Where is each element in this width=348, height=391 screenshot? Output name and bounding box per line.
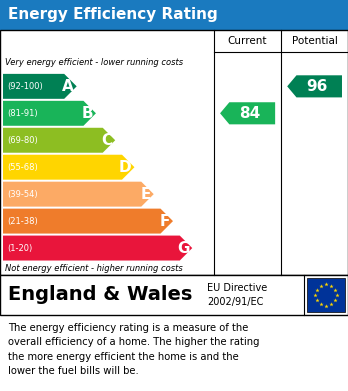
Text: (39-54): (39-54) — [7, 190, 38, 199]
Polygon shape — [287, 75, 342, 97]
Bar — [0, 275, 348, 315]
Text: A: A — [62, 79, 74, 94]
Polygon shape — [3, 128, 115, 153]
Polygon shape — [3, 235, 192, 260]
Text: (1-20): (1-20) — [7, 244, 32, 253]
Text: (92-100): (92-100) — [7, 82, 43, 91]
Text: 84: 84 — [239, 106, 260, 121]
Text: (81-91): (81-91) — [7, 109, 38, 118]
Text: 96: 96 — [306, 79, 327, 94]
Text: (21-38): (21-38) — [7, 217, 38, 226]
Text: The energy efficiency rating is a measure of the
overall efficiency of a home. T: The energy efficiency rating is a measur… — [8, 323, 260, 376]
Text: Very energy efficient - lower running costs: Very energy efficient - lower running co… — [5, 58, 183, 67]
Polygon shape — [220, 102, 275, 124]
Text: England & Wales: England & Wales — [8, 285, 192, 305]
Text: Not energy efficient - higher running costs: Not energy efficient - higher running co… — [5, 264, 183, 273]
Text: D: D — [119, 160, 132, 175]
Polygon shape — [3, 101, 96, 126]
Text: Potential: Potential — [292, 36, 338, 46]
Polygon shape — [3, 74, 77, 99]
Bar — [307, 278, 345, 312]
Text: (69-80): (69-80) — [7, 136, 38, 145]
Polygon shape — [3, 209, 173, 233]
Text: E: E — [140, 187, 151, 202]
Text: F: F — [160, 213, 170, 229]
Text: Energy Efficiency Rating: Energy Efficiency Rating — [8, 7, 218, 23]
Text: C: C — [101, 133, 112, 148]
Polygon shape — [3, 155, 134, 180]
Bar — [0, 30, 348, 275]
Bar — [0, 0, 348, 30]
Text: G: G — [177, 240, 189, 256]
Text: B: B — [81, 106, 93, 121]
Text: EU Directive
2002/91/EC: EU Directive 2002/91/EC — [207, 283, 267, 307]
Polygon shape — [3, 182, 154, 206]
Text: (55-68): (55-68) — [7, 163, 38, 172]
Text: Current: Current — [228, 36, 267, 46]
